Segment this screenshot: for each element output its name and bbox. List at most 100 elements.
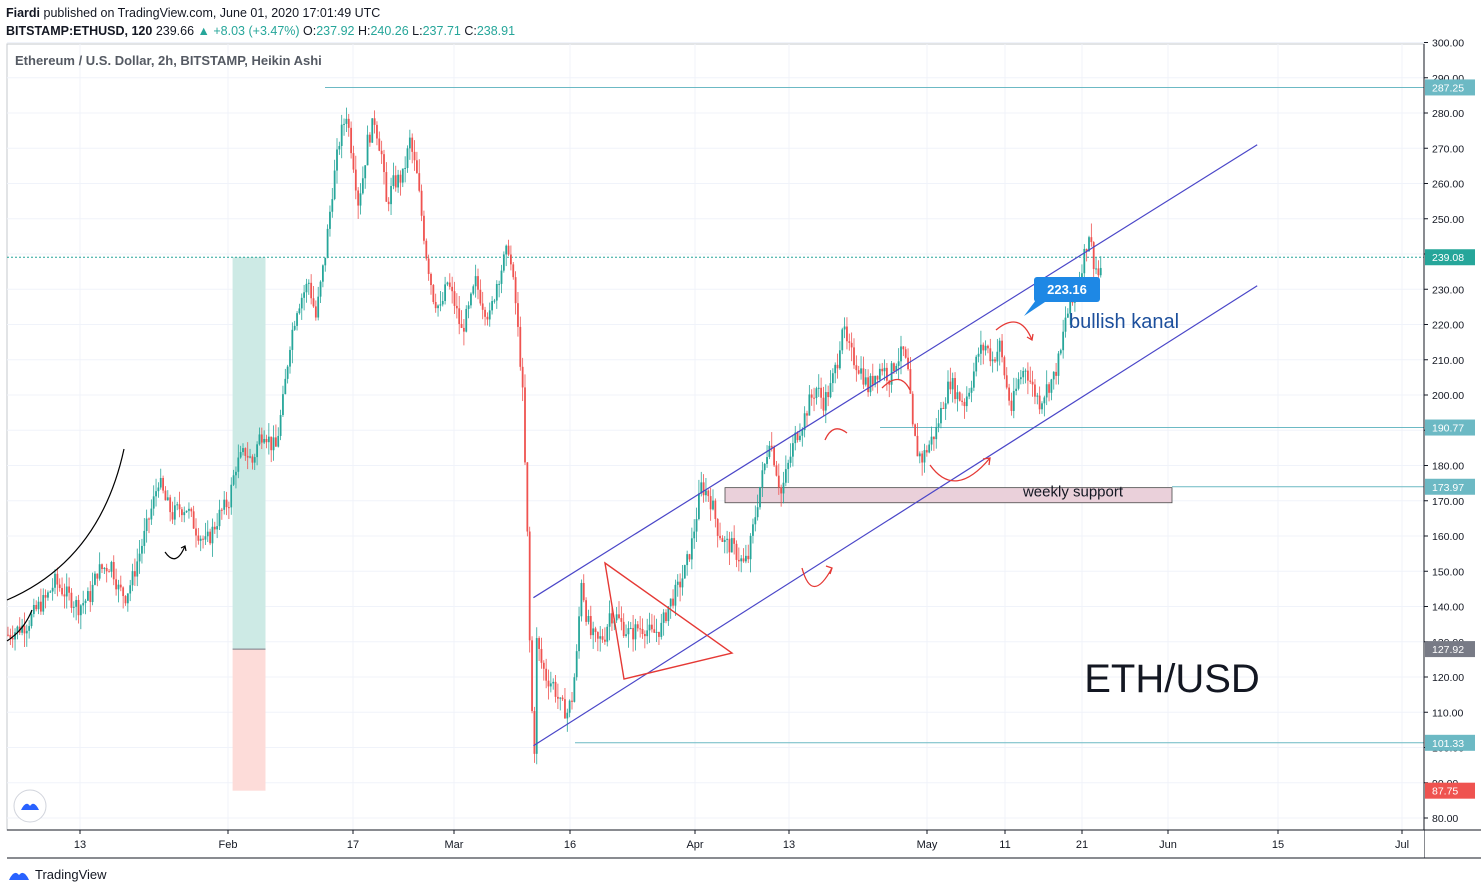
publish-header: Fiardi published on TradingView.com, Jun… — [6, 4, 515, 40]
candle-body — [75, 599, 78, 607]
candle-body — [138, 553, 141, 562]
candle-body — [904, 349, 907, 358]
candle-body — [714, 500, 717, 519]
candle-body — [601, 636, 604, 640]
candle-body — [958, 392, 961, 401]
candle-body — [1099, 267, 1102, 276]
time-tick-label: 13 — [74, 839, 86, 851]
tradingview-logo-button[interactable] — [13, 789, 47, 823]
candle-body — [126, 593, 129, 604]
candle-body — [517, 303, 519, 327]
price-tick-label: 250.00 — [1432, 214, 1464, 226]
candle-body — [68, 586, 70, 593]
candle-body — [552, 681, 555, 684]
candle-body — [1010, 400, 1013, 411]
candle-body — [874, 375, 877, 385]
candle-body — [399, 174, 402, 183]
candle-body — [220, 509, 223, 511]
pair-label: ETH/USD — [1084, 657, 1260, 701]
candle-body — [1095, 268, 1097, 270]
price-tag-label: 173.97 — [1432, 482, 1464, 494]
candle-body — [458, 308, 461, 324]
candle-body — [1059, 350, 1062, 354]
candle-body — [982, 344, 985, 351]
candle-body — [486, 316, 489, 320]
author-name[interactable]: Fiardi — [6, 6, 41, 20]
candle-body — [1081, 273, 1083, 279]
drawings — [6, 321, 1034, 680]
candle-body — [47, 592, 49, 598]
candle-body — [526, 462, 529, 532]
candle-body — [519, 326, 522, 367]
time-axis[interactable]: 13 Feb 17 Mar 16 Apr 13 May 11 21 Jun 15 Jul — [7, 829, 1481, 859]
candle-body — [479, 289, 482, 304]
candle-body — [636, 624, 639, 629]
candle-body — [420, 190, 423, 216]
time-tick-label: Mar — [445, 839, 464, 851]
candle-body — [117, 584, 120, 590]
candle-body — [564, 699, 566, 719]
footer-brand[interactable]: TradingView — [8, 866, 107, 882]
candle-body — [21, 625, 23, 633]
candle-body — [963, 401, 966, 407]
candle-body — [836, 364, 839, 369]
candle-body — [611, 613, 613, 624]
candle-body — [1062, 331, 1065, 351]
candle-body — [427, 258, 430, 274]
candle-body — [423, 215, 425, 241]
published-text: published on TradingView.com, June 01, 2… — [43, 6, 381, 20]
candle-body — [42, 595, 45, 612]
candle-body — [416, 160, 418, 174]
parabolic-curve[interactable] — [6, 448, 125, 601]
candle-body — [749, 535, 752, 560]
candle-body — [265, 438, 268, 443]
candle-body — [723, 539, 726, 542]
candle-body — [940, 407, 942, 424]
candle-body — [380, 150, 383, 155]
candle-body — [961, 400, 963, 402]
weekly-support-label: weekly support — [1022, 484, 1124, 501]
candle-body — [596, 632, 599, 639]
candle-body — [1022, 370, 1025, 378]
candle-body — [347, 118, 350, 128]
candle-body — [620, 618, 623, 622]
candle-body — [277, 435, 280, 447]
candle-body — [972, 371, 975, 388]
candle-body — [651, 624, 653, 630]
candle-body — [108, 571, 110, 573]
candle-body — [846, 326, 848, 342]
price-callout[interactable]: 223.16 — [1024, 277, 1100, 316]
candle-body — [1001, 340, 1003, 358]
price-axis-bg — [1424, 44, 1481, 830]
candle-body — [54, 573, 56, 588]
candle-body — [155, 491, 157, 497]
channel-upper-line — [533, 144, 1258, 599]
candle-body — [7, 634, 9, 636]
candle-body — [439, 304, 442, 306]
candle-body — [1003, 357, 1006, 376]
candle-body — [296, 313, 298, 326]
candle-body — [705, 490, 707, 496]
triangle-pattern[interactable] — [604, 561, 734, 680]
candle-body — [164, 490, 167, 501]
bounce-arrow-red-4 — [929, 457, 991, 482]
candle-body — [1019, 377, 1022, 380]
candle-body — [352, 153, 355, 170]
candle-body — [615, 614, 618, 621]
candle-body — [129, 585, 132, 594]
candle-body — [401, 168, 404, 183]
candle-body — [453, 291, 456, 306]
candle-body — [871, 375, 874, 385]
candle-body — [733, 538, 736, 544]
trend-channel[interactable] — [533, 144, 1258, 747]
candle-body — [756, 507, 759, 518]
candle-body — [460, 323, 463, 328]
candle-body — [432, 285, 435, 302]
symbol-info: BITSTAMP:ETHUSD, 120 239.66 ▲ +8.03 (+3.… — [6, 22, 515, 40]
candle-body — [1008, 387, 1010, 401]
candle-body — [869, 375, 872, 393]
time-tick-label: Apr — [686, 839, 703, 851]
candle-body — [77, 599, 80, 616]
candle-body — [575, 651, 578, 678]
